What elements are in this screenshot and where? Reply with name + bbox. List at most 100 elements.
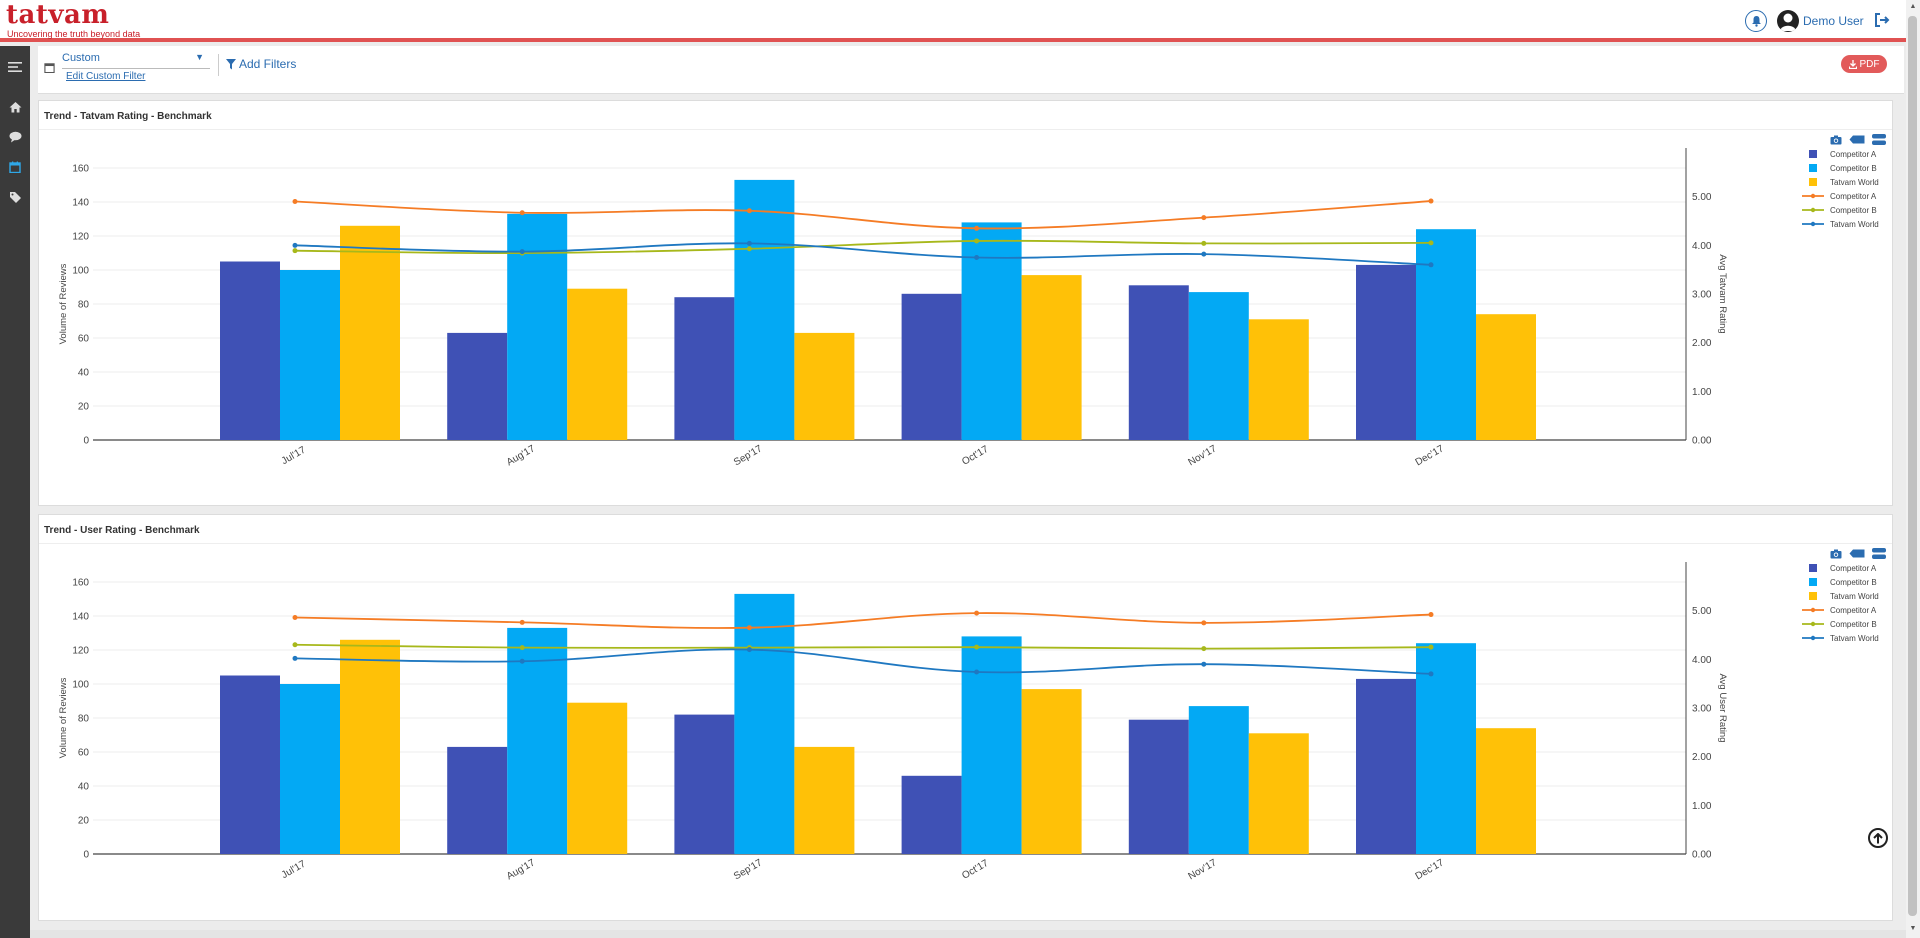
y-tick-label: 20: [78, 402, 90, 413]
bar-2-4: [1248, 319, 1309, 440]
bar-1-0: [280, 684, 340, 854]
bar-1-2: [734, 179, 795, 440]
legend-swatch: [1809, 592, 1817, 600]
legend-label: Tatvam World: [1830, 220, 1879, 229]
user-name[interactable]: Demo User: [1803, 14, 1864, 28]
bar-0-2: [674, 714, 735, 854]
pdf-export-button[interactable]: PDF: [1841, 55, 1887, 73]
y2-tick-label: 5.00: [1692, 606, 1712, 617]
chart-1: 0 20 40 60 80 100 120 140 160 0.00 1.00 2.00 3.00 4.0…: [58, 562, 1879, 882]
autoscale-icon[interactable]: [1849, 549, 1865, 558]
chart-toolbar: [1830, 134, 1886, 145]
home-icon[interactable]: [7, 99, 23, 115]
back-to-top-button[interactable]: [1868, 828, 1888, 848]
logout-icon[interactable]: [1874, 12, 1892, 30]
line-point-2-5: [1428, 671, 1434, 677]
panel-title: Trend - User Rating - Benchmark: [44, 525, 200, 536]
legend-label: Competitor B: [1830, 578, 1877, 587]
bar-1-5: [1416, 229, 1476, 440]
line-point-0-0: [292, 614, 298, 620]
bar-0-5: [1356, 264, 1416, 440]
line-point-2-3: [974, 255, 980, 260]
legend-label: Competitor B: [1830, 164, 1877, 173]
user-avatar[interactable]: [1777, 10, 1799, 32]
bar-1-1: [507, 627, 568, 854]
line-point-1-4: [1201, 240, 1207, 246]
bar-1-5: [1416, 643, 1476, 854]
calendar-icon[interactable]: [7, 159, 23, 175]
autoscale-icon[interactable]: [1849, 135, 1865, 144]
camera-icon[interactable]: [1830, 135, 1842, 145]
filter-icon: [226, 58, 236, 69]
line-point-0-3: [974, 610, 980, 616]
edit-custom-filter-link[interactable]: Edit Custom Filter: [66, 71, 146, 82]
brand-logo[interactable]: tatvam: [6, 0, 110, 30]
x-tick-label: Sep'17: [732, 857, 765, 882]
y2-tick-label: 1.00: [1692, 801, 1712, 812]
caret-down-icon: ▼: [195, 52, 204, 62]
line-point-0-5: [1428, 612, 1434, 618]
legend-marker: [1810, 607, 1816, 613]
top-bar: tatvam Uncovering the truth beyond data …: [0, 0, 1920, 42]
bar-1-3: [961, 636, 1022, 854]
y-axis-title: Volume of Reviews: [58, 263, 69, 344]
line-point-2-2: [746, 647, 752, 653]
panel-title: Trend - Tatvam Rating - Benchmark: [44, 111, 212, 122]
line-point-0-5: [1428, 198, 1434, 204]
x-tick-label: Oct'17: [960, 858, 991, 882]
line-point-2-4: [1201, 661, 1207, 667]
date-range-value: Custom: [62, 52, 100, 64]
add-filters-button[interactable]: Add Filters: [226, 57, 296, 71]
brand-tagline: Uncovering the truth beyond data: [7, 29, 141, 39]
legend-label: Tatvam World: [1830, 634, 1879, 643]
line-point-1-1: [519, 645, 525, 651]
date-range-select[interactable]: Custom ▼: [62, 49, 210, 69]
line-point-0-1: [519, 210, 525, 216]
y-tick-label: 160: [72, 164, 89, 175]
scroll-down-arrow[interactable]: ▼: [1909, 925, 1917, 932]
scrollbar-thumb[interactable]: [1908, 16, 1917, 916]
x-tick-label: Aug'17: [505, 443, 538, 468]
x-tick-label: Nov'17: [1186, 443, 1219, 468]
y-tick-label: 80: [78, 714, 90, 725]
x-tick-label: Oct'17: [960, 444, 991, 468]
chat-icon[interactable]: [7, 129, 23, 145]
legend-swatch: [1809, 578, 1817, 586]
line-series-0: [294, 200, 1432, 230]
bar-0-3: [901, 293, 962, 440]
bell-icon[interactable]: [1745, 10, 1767, 32]
bar-2-4: [1248, 733, 1309, 854]
hamburger-icon[interactable]: [7, 59, 23, 75]
y-tick-label: 120: [72, 232, 89, 243]
compare-hover-icon[interactable]: [1872, 548, 1886, 559]
bar-2-3: [1021, 275, 1082, 440]
y-tick-label: 140: [72, 612, 89, 623]
sidebar: [0, 46, 30, 938]
legend-label: Competitor A: [1830, 150, 1877, 159]
line-series-1: [294, 239, 1432, 255]
scroll-up-arrow[interactable]: ▲: [1909, 3, 1917, 10]
line-point-1-3: [974, 644, 980, 650]
bar-2-5: [1476, 314, 1536, 440]
chart-toolbar: [1830, 548, 1886, 559]
compare-hover-icon[interactable]: [1872, 134, 1886, 145]
line-point-0-2: [746, 208, 752, 214]
bar-2-2: [794, 332, 855, 440]
line-point-2-1: [519, 658, 525, 664]
y-tick-label: 0: [83, 850, 89, 861]
legend-label: Tatvam World: [1830, 178, 1879, 187]
line-point-1-2: [746, 246, 752, 252]
footer-strip: [30, 930, 1906, 938]
y-tick-label: 60: [78, 748, 90, 759]
bar-2-0: [340, 639, 400, 854]
line-series-2: [294, 648, 1432, 675]
legend-swatch: [1809, 150, 1817, 158]
legend-marker: [1810, 193, 1816, 199]
tag-icon[interactable]: [7, 189, 23, 205]
divider: [218, 54, 219, 76]
bar-2-0: [340, 225, 400, 440]
y-tick-label: 40: [78, 782, 90, 793]
camera-icon[interactable]: [1830, 549, 1842, 559]
chart-panel-tatvam-rating: Trend - Tatvam Rating - Benchmark 0 20 40 6…: [38, 100, 1893, 506]
y-tick-label: 80: [78, 300, 90, 311]
